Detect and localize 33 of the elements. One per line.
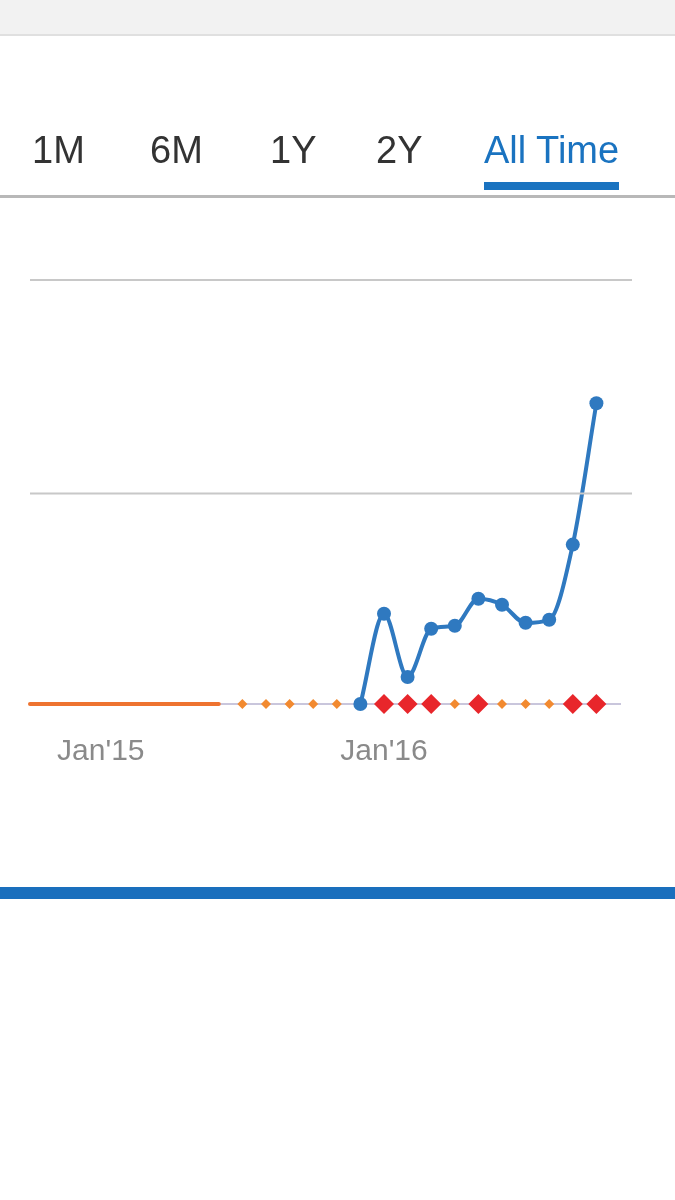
point [497,699,507,709]
point [471,591,486,606]
point [261,699,271,709]
point [520,699,531,709]
text: 1M [32,129,85,172]
text: 1Y [270,129,317,172]
point [377,606,391,621]
point [544,699,555,709]
point [424,621,439,636]
point [449,699,460,709]
point [589,396,604,411]
point [586,694,607,714]
point [397,694,418,714]
point [518,615,533,630]
text: 6M [150,129,203,172]
point [353,697,368,711]
point [374,694,394,714]
point [542,612,557,627]
point [400,669,415,684]
point [565,537,580,552]
text: All Time [484,129,620,190]
text: 2Y [376,129,423,172]
point [331,699,342,709]
point [468,694,489,714]
x-tick-label: Jan'15 [57,733,145,767]
point [562,694,583,714]
point [237,699,248,709]
point [421,694,442,714]
point [495,597,509,612]
x-tick-label: Jan'16 [340,733,428,767]
point [308,699,319,709]
point [284,699,295,709]
point [447,618,462,633]
